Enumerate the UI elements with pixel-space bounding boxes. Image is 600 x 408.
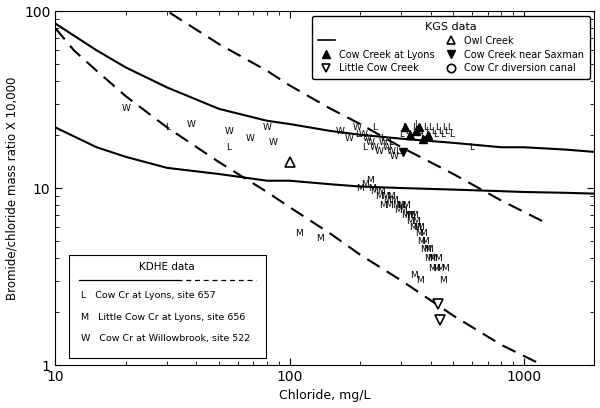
- Text: M: M: [425, 245, 433, 254]
- Text: W: W: [269, 138, 278, 147]
- Text: M: M: [416, 276, 424, 285]
- Text: W: W: [386, 147, 395, 156]
- Text: W: W: [370, 143, 379, 152]
- Text: M: M: [441, 264, 449, 273]
- Text: M: M: [437, 264, 444, 273]
- Text: L: L: [412, 123, 416, 132]
- Text: M: M: [356, 184, 364, 193]
- Text: W: W: [187, 120, 196, 129]
- Text: L: L: [425, 126, 431, 135]
- Text: M: M: [403, 201, 410, 210]
- Text: M: M: [409, 223, 416, 232]
- Text: M: M: [415, 229, 422, 239]
- Text: M: M: [410, 211, 418, 220]
- Text: W: W: [382, 143, 391, 152]
- Y-axis label: Bromide/chloride mass ratio X 10,000: Bromide/chloride mass ratio X 10,000: [5, 76, 19, 300]
- Text: L: L: [440, 130, 445, 139]
- Text: M: M: [398, 201, 405, 210]
- Text: M: M: [295, 229, 303, 239]
- Text: M: M: [407, 211, 415, 220]
- Text: W: W: [379, 138, 388, 147]
- Text: W: W: [121, 104, 130, 113]
- Text: W: W: [390, 152, 399, 162]
- Text: M: M: [410, 271, 418, 280]
- Text: M: M: [406, 217, 413, 226]
- Text: M: M: [368, 184, 376, 193]
- Text: M: M: [391, 196, 398, 205]
- Text: L: L: [388, 138, 393, 147]
- Text: W: W: [358, 130, 367, 139]
- Text: W: W: [246, 134, 255, 143]
- Text: M: M: [396, 201, 404, 210]
- Text: W: W: [353, 123, 362, 132]
- Text: L: L: [436, 123, 440, 132]
- Text: L: L: [402, 123, 407, 132]
- Text: L: L: [415, 120, 419, 129]
- Text: M: M: [371, 188, 378, 197]
- Text: M: M: [366, 176, 374, 185]
- Text: M: M: [375, 192, 383, 201]
- Text: M: M: [422, 237, 430, 246]
- Text: L: L: [433, 130, 438, 139]
- Text: L: L: [420, 130, 425, 139]
- Text: L: L: [428, 123, 433, 132]
- Text: W: W: [365, 138, 374, 147]
- Text: M: M: [439, 276, 446, 285]
- Text: W: W: [336, 126, 345, 135]
- Text: L: L: [409, 130, 413, 139]
- Text: M: M: [316, 234, 324, 243]
- Text: M: M: [432, 264, 440, 273]
- Text: W: W: [262, 123, 271, 132]
- Text: L: L: [355, 130, 360, 139]
- Text: M: M: [427, 254, 434, 263]
- Text: L: L: [438, 126, 443, 135]
- Text: M: M: [394, 206, 402, 215]
- Text: L: L: [442, 123, 448, 132]
- Text: M: M: [381, 192, 389, 201]
- Text: M: M: [361, 180, 369, 189]
- Text: M: M: [379, 201, 387, 210]
- Text: M: M: [420, 245, 428, 254]
- Text: L: L: [423, 123, 428, 132]
- Text: W: W: [345, 134, 354, 143]
- Text: M: M: [377, 188, 385, 197]
- Legend: , Cow Creek at Lyons, Little Cow Creek, Owl Creek, Cow Creek near Saxman, Cow Cr: , Cow Creek at Lyons, Little Cow Creek, …: [312, 16, 590, 79]
- Text: W: W: [363, 134, 372, 143]
- Text: M: M: [430, 254, 437, 263]
- Text: L: L: [380, 134, 385, 143]
- Text: L: L: [469, 143, 475, 152]
- Text: L: L: [447, 123, 452, 132]
- Text: W: W: [374, 147, 383, 156]
- Text: M: M: [383, 196, 391, 205]
- Text: M: M: [401, 211, 409, 220]
- X-axis label: Chloride, mg/L: Chloride, mg/L: [279, 390, 371, 402]
- Text: L: L: [418, 126, 422, 135]
- Text: M: M: [399, 206, 407, 215]
- Text: L: L: [362, 143, 368, 152]
- Text: M: M: [423, 245, 431, 254]
- Text: W: W: [224, 126, 233, 135]
- Text: L: L: [399, 130, 404, 139]
- Text: L: L: [372, 123, 377, 132]
- Text: M: M: [419, 229, 427, 239]
- Text: L: L: [164, 123, 170, 132]
- Text: M: M: [392, 201, 400, 210]
- Text: L: L: [445, 126, 449, 135]
- Text: L: L: [406, 126, 410, 135]
- Text: M: M: [434, 254, 442, 263]
- Text: M: M: [413, 223, 421, 232]
- Text: M: M: [385, 201, 392, 210]
- Text: L: L: [226, 143, 232, 152]
- Text: M: M: [412, 217, 419, 226]
- Text: M: M: [424, 254, 432, 263]
- Text: M: M: [428, 264, 436, 273]
- Text: M: M: [387, 192, 395, 201]
- Text: L: L: [449, 130, 454, 139]
- Text: M: M: [416, 223, 424, 232]
- Text: L: L: [431, 126, 436, 135]
- Text: M: M: [404, 211, 412, 220]
- Text: L: L: [395, 147, 400, 156]
- Text: M: M: [418, 237, 425, 246]
